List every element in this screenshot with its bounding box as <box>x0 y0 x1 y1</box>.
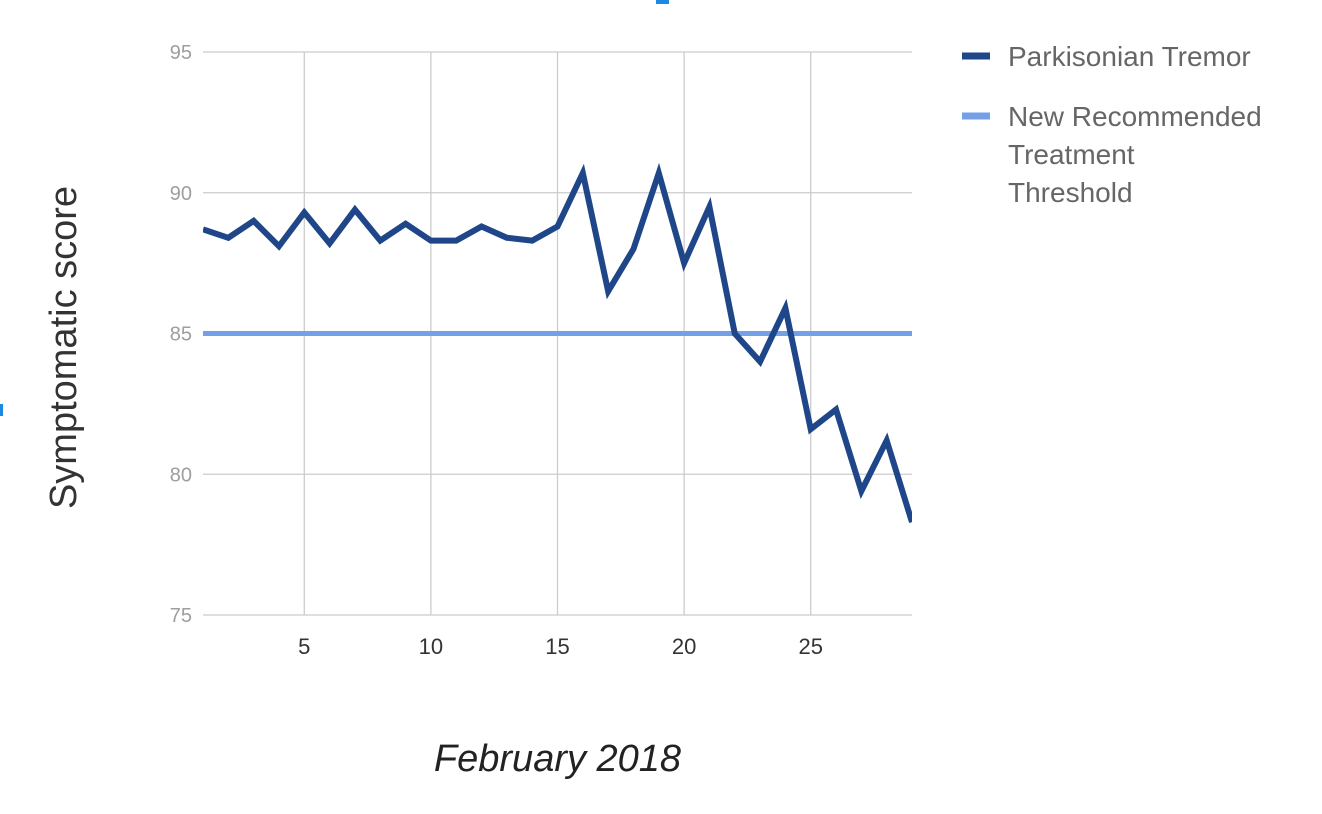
x-axis-title: February 2018 <box>434 738 681 780</box>
x-tick-label-10: 10 <box>419 634 443 659</box>
y-tick-label-80: 80 <box>170 464 192 486</box>
corner-marker-top <box>656 0 669 4</box>
y-axis-title: Symptomatic score <box>43 186 85 509</box>
legend-label-1-line-1: Treatment <box>1008 139 1135 170</box>
y-tick-label-90: 90 <box>170 183 192 205</box>
y-tick-label-85: 85 <box>170 324 192 346</box>
y-tick-label-95: 95 <box>170 42 192 64</box>
legend-label-1: New Recommended Treatment Threshold <box>1008 101 1262 208</box>
legend-label-1-line-0: New Recommended <box>1008 101 1262 132</box>
x-tick-label-15: 15 <box>545 634 569 659</box>
x-tick-label-5: 5 <box>298 634 310 659</box>
x-tick-label-25: 25 <box>798 634 822 659</box>
legend-label-1-line-2: Threshold <box>1008 177 1133 208</box>
x-tick-label-20: 20 <box>672 634 696 659</box>
legend-label-0: Parkisonian Tremor <box>1008 41 1251 72</box>
series-line-0 <box>203 162 912 523</box>
corner-marker-left <box>0 404 3 416</box>
y-tick-label-75: 75 <box>170 605 192 627</box>
